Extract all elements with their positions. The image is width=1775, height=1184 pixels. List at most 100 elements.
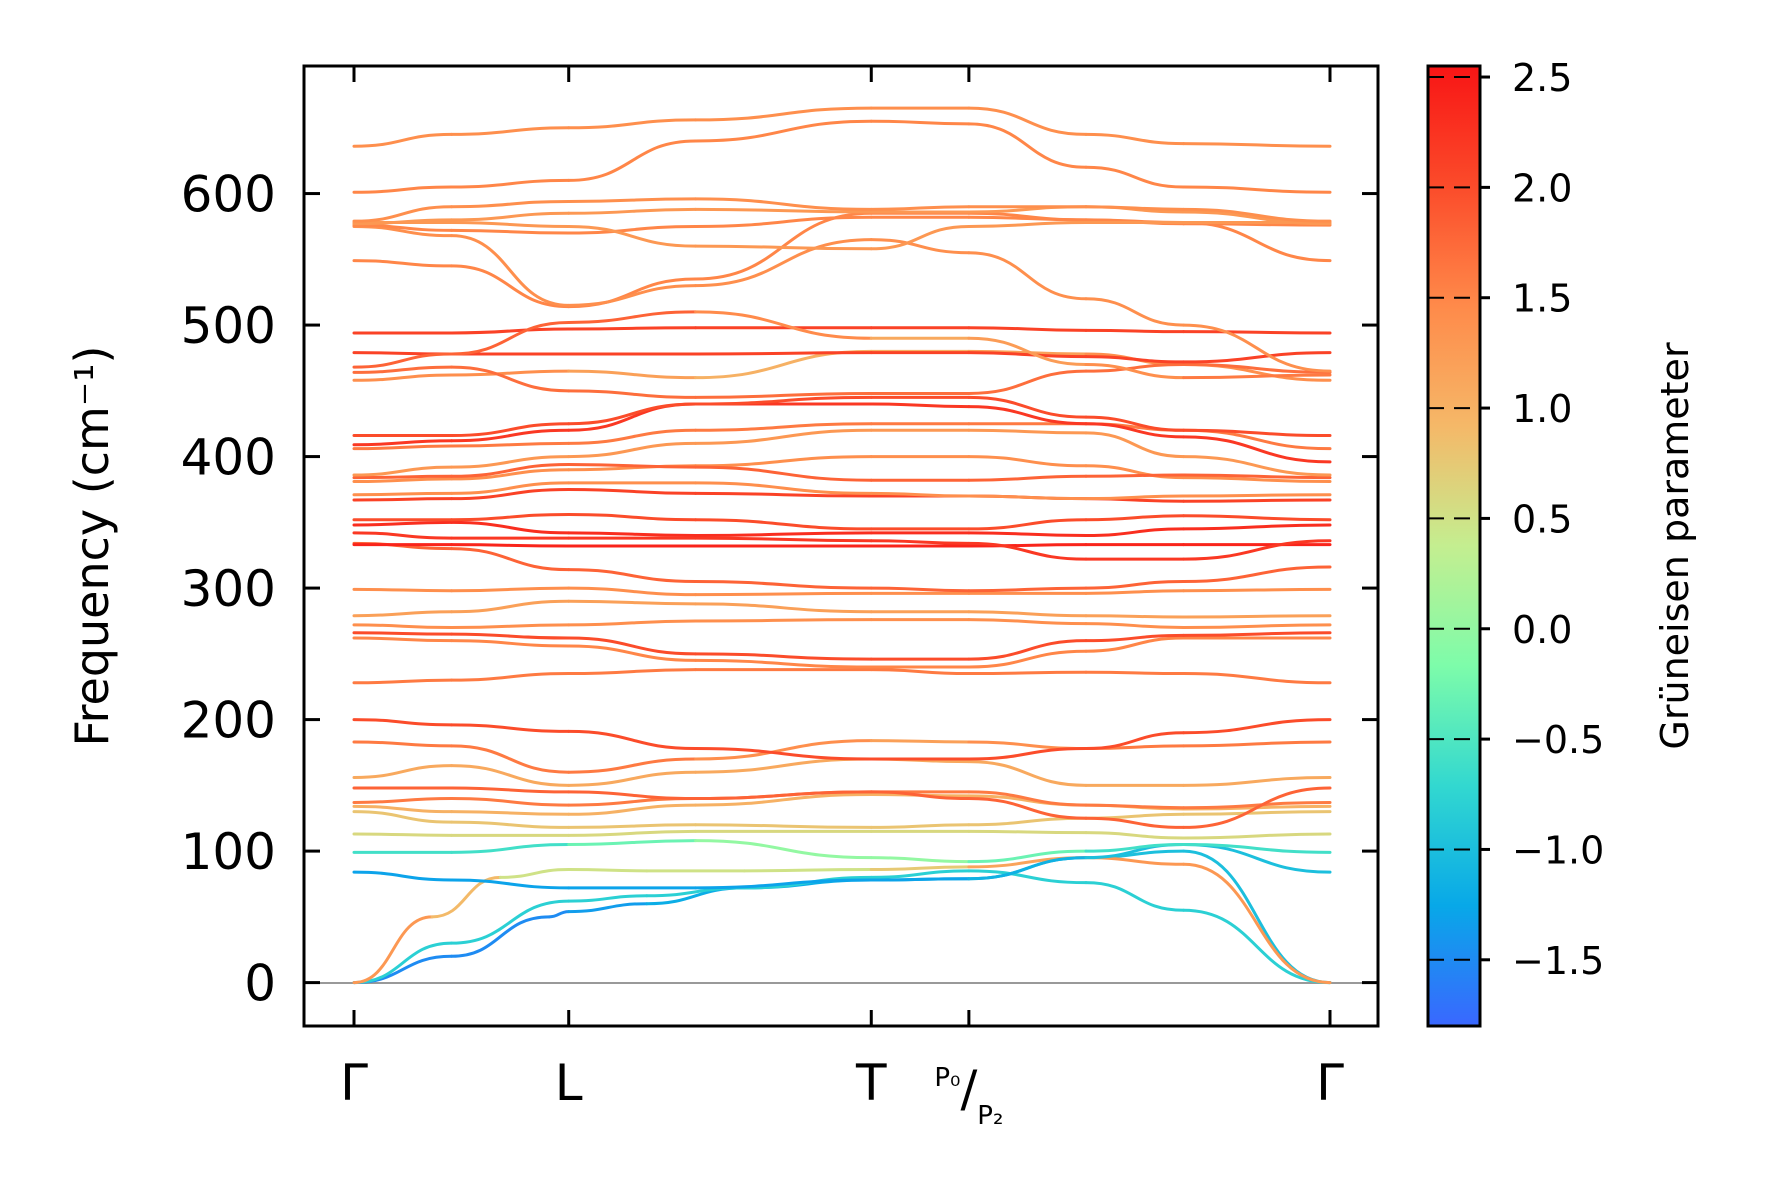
band-segment: [1084, 881, 1186, 912]
band-segment: [450, 178, 571, 189]
band-line-44: [352, 119, 1332, 194]
band-segment: [694, 197, 873, 211]
band-segment: [967, 856, 1088, 881]
band-segment: [352, 491, 454, 497]
band-segment: [1182, 373, 1332, 380]
band-segment: [567, 224, 698, 235]
band-segment: [1084, 514, 1186, 522]
band-segment: [450, 126, 571, 136]
band-segment: [450, 481, 571, 495]
colorbar-tick-label: 2.0: [1512, 166, 1572, 210]
band-segment: [1182, 908, 1332, 985]
band-segment: [567, 619, 698, 627]
band-segment: [450, 487, 571, 501]
band-segment: [352, 132, 454, 148]
band-segment: [967, 618, 1088, 626]
band-segment: [694, 310, 873, 340]
band-segment: [1182, 351, 1332, 364]
band-segment: [967, 849, 1088, 864]
band-segment: [567, 284, 698, 307]
band-segment: [567, 428, 698, 445]
band-line-17: [352, 618, 1332, 630]
colorbar-label: Grüneisen parameter: [1653, 342, 1697, 750]
band-segment: [967, 405, 1088, 426]
band-segment: [869, 823, 971, 829]
colorbar-axis: 2.5 2.0 1.5 1.0 0.5 0.0 −0.5 −1.0 −1.5: [1428, 56, 1604, 983]
band-segment: [1182, 323, 1332, 373]
band-segment: [450, 234, 571, 307]
band-segment: [1084, 589, 1186, 595]
band-segment: [352, 832, 454, 837]
band-segment: [1084, 527, 1186, 537]
band-segment: [567, 829, 698, 837]
band-segment: [1182, 631, 1332, 637]
band-segment: [694, 455, 873, 468]
band-segment: [450, 878, 571, 890]
band-segment: [1182, 843, 1332, 854]
band-segment: [1084, 633, 1186, 643]
band-segment: [450, 455, 571, 469]
band-segment: [450, 369, 571, 377]
band-segment: [1084, 165, 1186, 189]
band-segment: [352, 915, 434, 985]
band-segment: [1182, 800, 1332, 810]
band-segment: [567, 803, 698, 816]
band-segment: [450, 512, 571, 522]
colorbar-tick-label: 0.5: [1512, 497, 1572, 541]
band-segment: [352, 474, 454, 480]
band-segment: [352, 259, 454, 268]
band-segment: [694, 395, 873, 406]
band-segment: [1182, 220, 1332, 263]
band-segment: [567, 441, 698, 459]
band-segment: [567, 668, 698, 676]
band-segment: [1182, 672, 1332, 685]
band-segment: [967, 494, 1088, 501]
band-segment: [967, 639, 1088, 661]
band-segment: [450, 632, 571, 640]
band-segment: [450, 764, 571, 787]
band-segment: [869, 877, 971, 882]
band-segment: [352, 205, 454, 223]
band-segment: [694, 207, 873, 214]
band-segment: [352, 718, 454, 727]
band-segment: [967, 796, 1088, 820]
band-segment: [694, 790, 873, 800]
band-segment: [1084, 422, 1186, 439]
band-line-27: [352, 455, 1332, 484]
band-line-6: [352, 829, 1332, 840]
band-segment: [694, 536, 873, 543]
band-segment: [1084, 636, 1186, 653]
band-segment: [450, 672, 571, 682]
colorbar-tick-label: 2.5: [1512, 56, 1572, 100]
band-segment: [1182, 473, 1332, 480]
band-segment: [694, 602, 873, 614]
band-segment: [694, 531, 873, 537]
band-line-28: [352, 462, 1332, 482]
y-tick-label: 200: [181, 692, 276, 750]
band-segment: [694, 465, 873, 482]
band-segment: [694, 757, 873, 774]
band-segment: [1182, 786, 1332, 829]
band-segment: [869, 586, 971, 593]
band-segment: [450, 586, 571, 593]
band-segment: [352, 365, 454, 374]
band-segment: [967, 747, 1088, 761]
band-segment: [967, 610, 1088, 618]
band-line-15: [352, 636, 1332, 669]
colorbar-tick-label: 1.0: [1512, 387, 1572, 431]
band-segment: [967, 369, 1088, 395]
band-line-42: [352, 220, 1332, 251]
band-segment: [967, 869, 1088, 885]
band-line-8: [352, 793, 1332, 816]
band-segment: [352, 531, 454, 540]
band-segment: [450, 639, 571, 648]
band-segment: [1084, 363, 1186, 380]
band-segment: [869, 856, 971, 864]
band-segment: [694, 518, 873, 531]
band-segment: [967, 351, 1088, 359]
band-segment: [450, 820, 571, 829]
band-segment: [694, 391, 873, 399]
band-line-12: [352, 739, 1332, 774]
band-segment: [352, 740, 454, 748]
band-segment: [694, 238, 873, 288]
